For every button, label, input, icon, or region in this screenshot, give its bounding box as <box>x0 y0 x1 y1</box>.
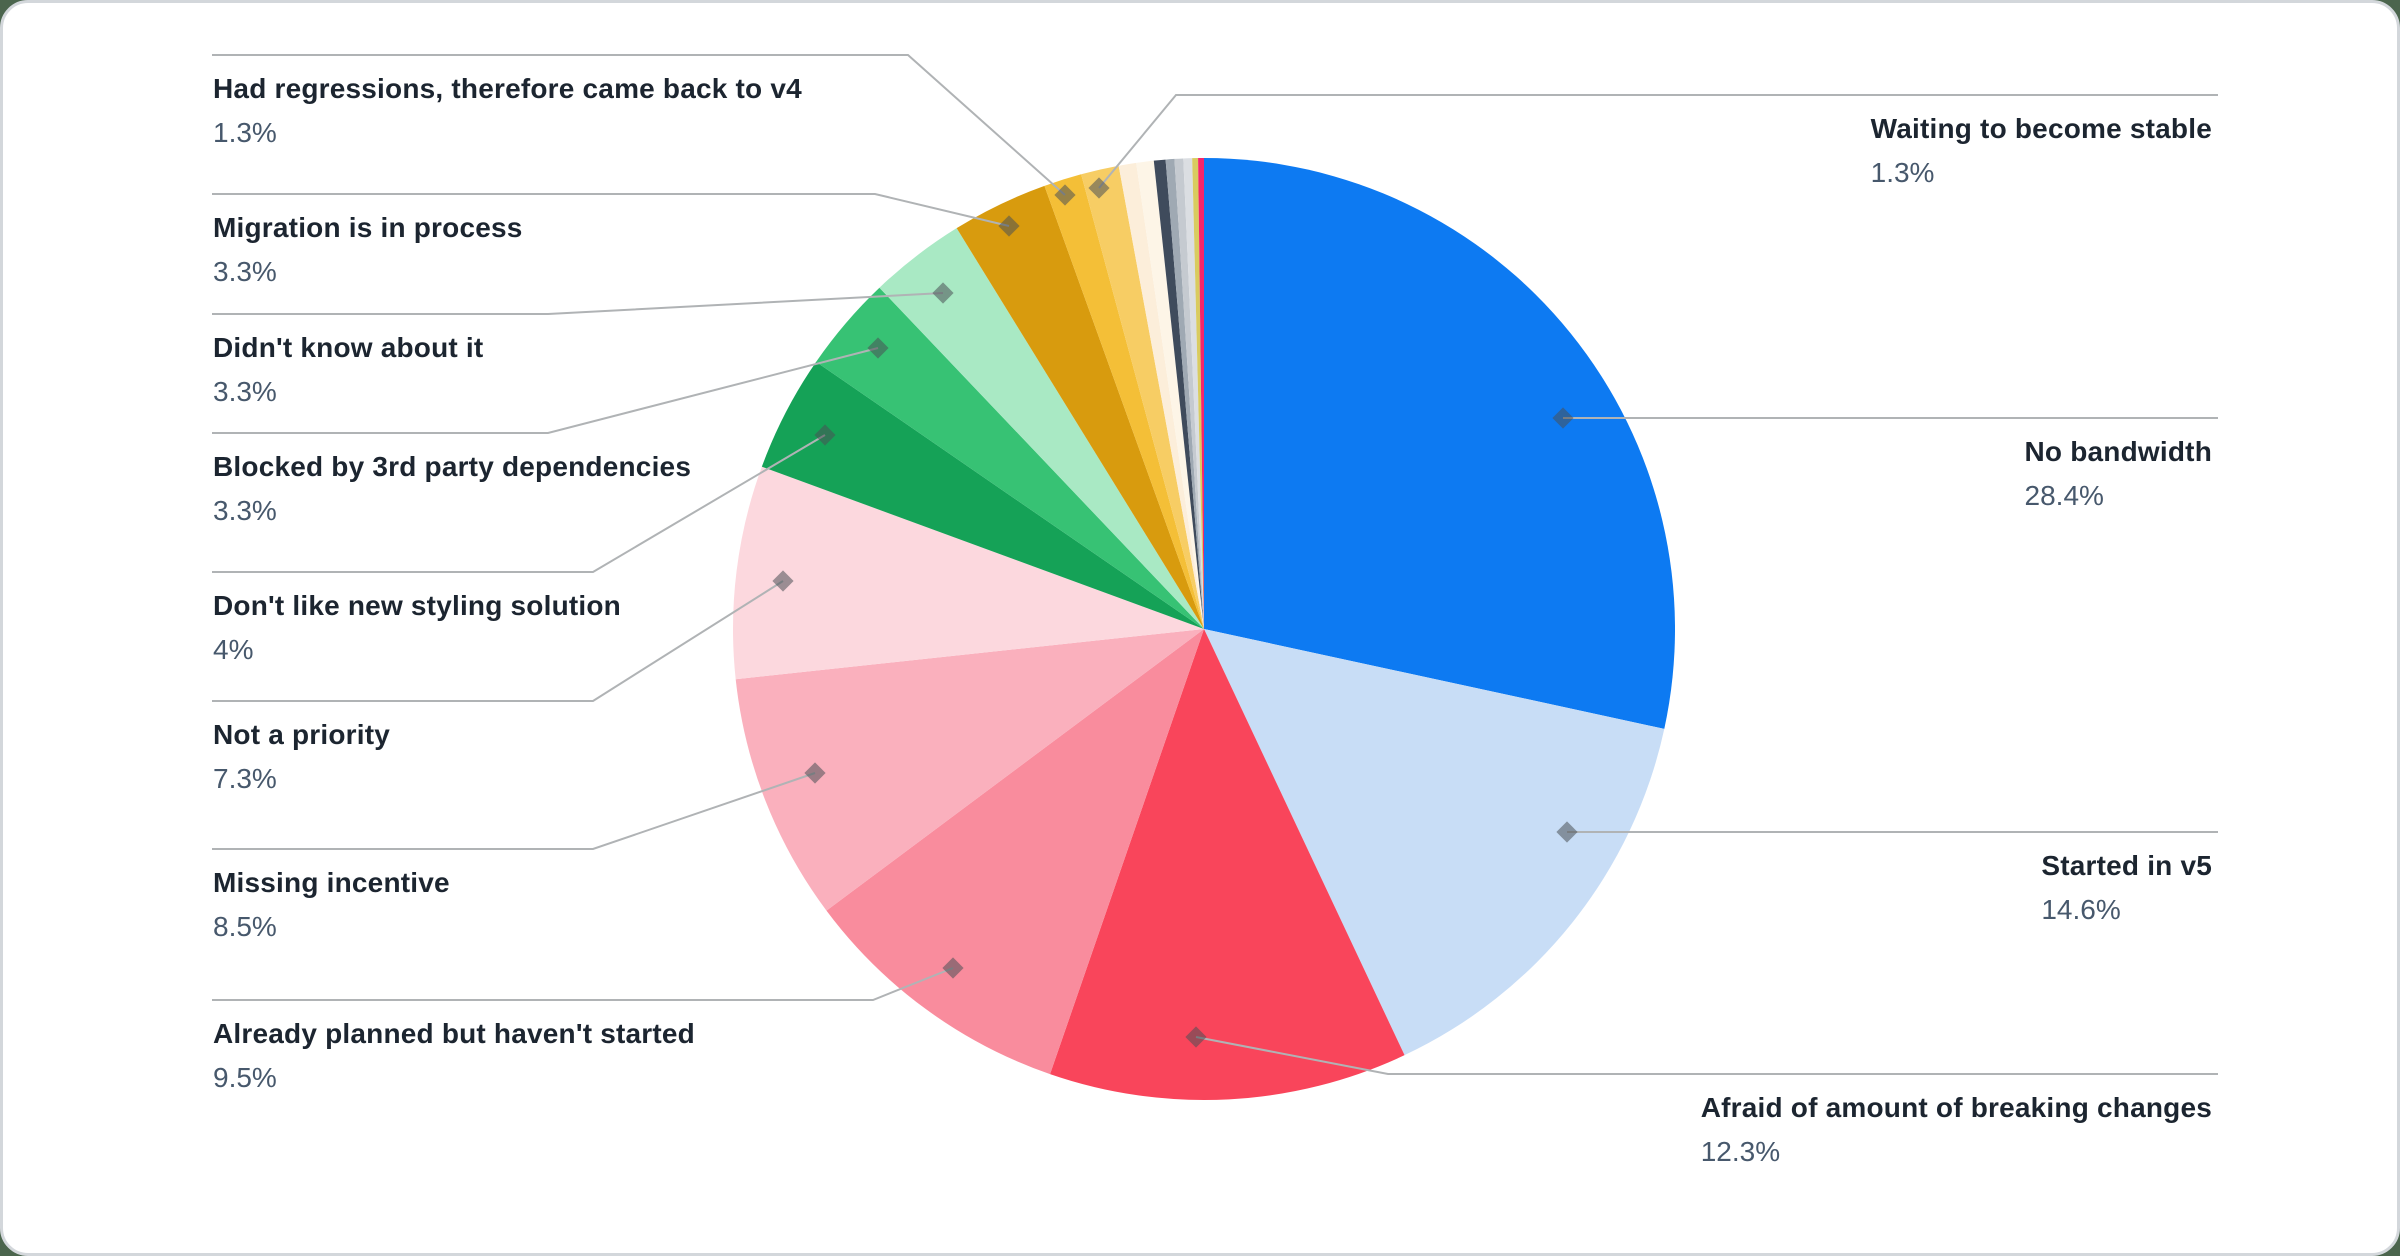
leader-line <box>1098 94 2218 189</box>
leader-marker <box>932 282 954 304</box>
label-title: Afraid of amount of breaking changes <box>1700 1092 2212 1123</box>
label-afraid-of-breaking-changes: Afraid of amount of breaking changes 12.… <box>1701 1090 2212 1169</box>
pie-slice-0 <box>1204 158 1676 729</box>
leader-line <box>1195 1036 2218 1075</box>
label-percent: 9.5% <box>213 1062 277 1093</box>
label-title: Not a priority <box>213 719 391 750</box>
label-waiting-to-become-stable: Waiting to become stable 1.3% <box>1871 111 2212 190</box>
pie-slice-8 <box>879 228 1204 630</box>
label-percent: 12.3% <box>1700 1136 1781 1167</box>
pie-slice-1 <box>1204 629 1665 1056</box>
pie-slice-16 <box>1174 158 1204 629</box>
label-already-planned: Already planned but haven't started 9.5% <box>213 1016 695 1095</box>
label-percent: 4% <box>213 634 254 665</box>
label-didnt-know-about-it: Didn't know about it 3.3% <box>213 330 483 409</box>
leader-line <box>212 292 944 315</box>
leader-line <box>212 193 1010 227</box>
label-dont-like-styling: Don't like new styling solution 4% <box>213 588 621 667</box>
leader-line <box>212 434 826 573</box>
label-percent: 3.3% <box>213 495 277 526</box>
label-title: Don't like new styling solution <box>213 590 621 621</box>
label-percent: 3.3% <box>213 256 277 287</box>
label-percent: 3.3% <box>213 376 277 407</box>
label-title: Migration is in process <box>213 212 523 243</box>
label-migration-in-process: Migration is in process 3.3% <box>213 210 523 289</box>
pie-slice-15 <box>1165 158 1204 629</box>
pie-slice-4 <box>735 629 1204 911</box>
leader-marker <box>942 957 964 979</box>
pie-slice-12 <box>1118 162 1204 629</box>
label-percent: 8.5% <box>213 911 277 942</box>
pie-slice-6 <box>761 361 1204 629</box>
leader-line <box>212 347 879 434</box>
pie-slice-5 <box>732 466 1204 680</box>
label-title: Missing incentive <box>213 867 450 898</box>
label-started-in-v5: Started in v5 14.6% <box>2041 848 2212 927</box>
label-title: Already planned but haven't started <box>213 1018 695 1049</box>
pie-slice-13 <box>1136 160 1204 629</box>
leader-marker <box>772 570 794 592</box>
pie-slice-17 <box>1183 158 1204 629</box>
label-percent: 7.3% <box>213 763 277 794</box>
label-title: No bandwidth <box>2024 436 2212 467</box>
leader-line <box>212 967 954 1001</box>
label-no-bandwidth: No bandwidth 28.4% <box>2025 434 2212 513</box>
label-title: Blocked by 3rd party dependencies <box>213 451 692 482</box>
label-percent: 28.4% <box>2024 480 2104 511</box>
label-blocked-by-3rd-party: Blocked by 3rd party dependencies 3.3% <box>213 449 691 528</box>
pie-slice-14 <box>1153 159 1204 629</box>
label-had-regressions: Had regressions, therefore came back to … <box>213 71 802 150</box>
pie-slice-2 <box>1050 629 1405 1100</box>
label-title: Started in v5 <box>2041 850 2212 881</box>
leader-line <box>212 54 1066 196</box>
leader-marker <box>814 424 836 446</box>
pie-chart <box>212 54 2218 1100</box>
label-title: Didn't know about it <box>213 332 484 363</box>
label-not-a-priority: Not a priority 7.3% <box>213 717 390 796</box>
leader-marker <box>1556 821 1578 843</box>
pie-slice-9 <box>956 185 1204 629</box>
label-missing-incentive: Missing incentive 8.5% <box>213 865 450 944</box>
label-percent: 14.6% <box>2041 894 2121 925</box>
label-title: Had regressions, therefore came back to … <box>213 73 802 104</box>
leader-line <box>212 580 784 702</box>
leader-marker <box>867 337 889 359</box>
pie-slice-18 <box>1192 158 1204 630</box>
leader-marker <box>998 215 1020 237</box>
pie-slice-19 <box>1198 158 1204 629</box>
leader-marker <box>804 762 826 784</box>
label-percent: 1.3% <box>1870 157 1935 188</box>
pie-slice-11 <box>1081 165 1204 629</box>
pie-slice-10 <box>1044 174 1204 630</box>
label-percent: 1.3% <box>213 117 277 148</box>
pie-slice-7 <box>816 287 1204 629</box>
leader-line <box>212 772 816 850</box>
label-title: Waiting to become stable <box>1870 113 2212 144</box>
pie-slice-3 <box>826 629 1204 1075</box>
